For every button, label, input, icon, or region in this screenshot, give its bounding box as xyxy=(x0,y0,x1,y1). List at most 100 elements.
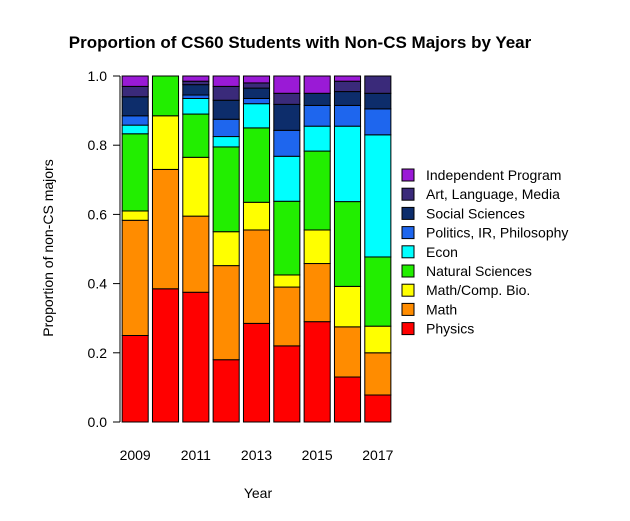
bar-segment-2015-social-sciences xyxy=(303,92,331,106)
bar-segment-2010-math xyxy=(151,168,180,290)
bar-segment-2012-natural-sciences xyxy=(212,146,240,233)
bar-segment-2010-natural-sciences xyxy=(151,75,180,117)
bar-segment-2012-math-comp-bio- xyxy=(212,231,240,267)
bar-segment-2015-math-comp-bio- xyxy=(303,229,331,265)
y-tick-label: 0.2 xyxy=(88,345,108,361)
bar-segment-2016-natural-sciences xyxy=(333,201,362,287)
bar-segment-2014-math-comp-bio- xyxy=(273,274,301,288)
bar-segment-2015-math xyxy=(303,263,331,323)
bar-segment-2017-politics-ir-philosophy xyxy=(364,108,392,136)
bar-segment-2014-natural-sciences xyxy=(273,200,301,276)
bar-segment-2016-independent-program xyxy=(333,75,362,82)
legend-swatch xyxy=(401,206,415,220)
bar-segment-2009-econ xyxy=(121,124,149,135)
bars-group xyxy=(121,75,392,423)
legend-swatch xyxy=(401,264,415,278)
legend-label: Math/Comp. Bio. xyxy=(426,282,530,298)
legend-swatch xyxy=(401,302,415,316)
bar-segment-2014-social-sciences xyxy=(273,103,301,131)
bar-segment-2013-econ xyxy=(242,103,271,129)
bar-segment-2010-physics xyxy=(151,288,180,423)
bar-segment-2011-independent-program xyxy=(182,75,210,82)
bar-segment-2016-econ xyxy=(333,125,362,203)
bar-segment-2016-politics-ir-philosophy xyxy=(333,104,362,127)
legend-label: Politics, IR, Philosophy xyxy=(426,225,568,241)
bar-segment-2012-physics xyxy=(212,359,240,423)
bar-segment-2012-social-sciences xyxy=(212,99,240,120)
bar-segment-2013-independent-program xyxy=(242,75,271,84)
legend-swatch xyxy=(401,187,415,201)
bar-segment-2013-politics-ir-philosophy xyxy=(242,97,271,105)
legend-swatch xyxy=(401,322,415,336)
bar-segment-2011-math-comp-bio- xyxy=(182,156,210,217)
bar-segment-2009-politics-ir-philosophy xyxy=(121,115,149,126)
y-tick-label: 1.0 xyxy=(88,68,108,84)
bar-segment-2012-independent-program xyxy=(212,75,240,87)
bar-segment-2015-politics-ir-philosophy xyxy=(303,104,331,127)
bar-segment-2014-art-language-media xyxy=(273,92,301,105)
x-tick-label: 2009 xyxy=(120,447,151,463)
bar-segment-2016-math-comp-bio- xyxy=(333,285,362,328)
bar-segment-2015-physics xyxy=(303,321,331,423)
bar-segment-2017-econ xyxy=(364,134,392,258)
bar-segment-2016-art-language-media xyxy=(333,80,362,93)
bar-segment-2014-physics xyxy=(273,345,301,423)
bar-segment-2014-math xyxy=(273,286,301,347)
legend: Independent Program Art, Language, Media S… xyxy=(401,167,568,337)
bar-segment-2013-math xyxy=(242,229,271,324)
x-tick-label: 2017 xyxy=(362,447,393,463)
bar-segment-2013-physics xyxy=(242,322,271,423)
bar-segment-2011-natural-sciences xyxy=(182,113,210,158)
y-axis-label: Proportion of non-CS majors xyxy=(40,159,56,336)
bar-segment-2010-math-comp-bio- xyxy=(151,115,180,170)
bar-segment-2012-econ xyxy=(212,136,240,148)
bar-segment-2011-econ xyxy=(182,97,210,115)
bar-segment-2011-math xyxy=(182,215,210,293)
bar-segment-2017-math-comp-bio- xyxy=(364,325,392,354)
x-tick-label: 2011 xyxy=(181,447,211,463)
bar-segment-2016-physics xyxy=(333,376,362,423)
bar-segment-2017-natural-sciences xyxy=(364,256,392,327)
bar-segment-2013-social-sciences xyxy=(242,87,271,99)
bar-segment-2009-independent-program xyxy=(121,75,149,87)
x-axis-label: Year xyxy=(244,485,273,501)
bar-segment-2017-math xyxy=(364,352,392,396)
x-tick-label: 2015 xyxy=(302,447,333,463)
legend-label: Art, Language, Media xyxy=(426,186,560,202)
bar-segment-2014-independent-program xyxy=(273,75,301,94)
bar-segment-2011-physics xyxy=(182,291,210,423)
bar-segment-2013-natural-sciences xyxy=(242,127,271,203)
legend-label: Physics xyxy=(426,321,474,337)
bar-segment-2012-art-language-media xyxy=(212,85,240,101)
bar-segment-2012-math xyxy=(212,265,240,361)
bar-segment-2009-math xyxy=(121,219,149,336)
bar-segment-2014-econ xyxy=(273,155,301,202)
bar-segment-2015-econ xyxy=(303,125,331,152)
legend-label: Math xyxy=(426,301,457,317)
legend-swatch xyxy=(401,245,415,259)
bar-segment-2015-natural-sciences xyxy=(303,150,331,231)
y-tick-label: 0.8 xyxy=(88,137,108,153)
bar-segment-2017-social-sciences xyxy=(364,92,392,110)
legend-label: Independent Program xyxy=(426,167,561,183)
bar-segment-2011-social-sciences xyxy=(182,84,210,96)
bar-segment-2013-math-comp-bio- xyxy=(242,201,271,231)
bar-segment-2012-politics-ir-philosophy xyxy=(212,118,240,138)
y-tick-label: 0.6 xyxy=(88,206,108,222)
bar-segment-2009-math-comp-bio- xyxy=(121,210,149,221)
legend-swatch xyxy=(401,283,415,297)
chart-title: Proportion of CS60 Students with Non-CS … xyxy=(69,33,532,52)
bar-segment-2016-social-sciences xyxy=(333,91,362,106)
bar-segment-2014-politics-ir-philosophy xyxy=(273,129,301,157)
bar-segment-2009-art-language-media xyxy=(121,85,149,98)
bar-segment-2015-independent-program xyxy=(303,75,331,94)
bar-segment-2011-politics-ir-philosophy xyxy=(182,94,210,99)
bar-segment-2017-art-language-media xyxy=(364,75,392,94)
y-axis: 0.0 0.2 0.4 0.6 0.8 1.0 xyxy=(88,68,121,430)
bar-segment-2013-art-language-media xyxy=(242,82,271,89)
legend-swatch xyxy=(401,226,415,240)
legend-label: Natural Sciences xyxy=(426,263,532,279)
bar-segment-2011-art-language-media xyxy=(182,80,210,86)
legend-swatch xyxy=(401,168,415,182)
